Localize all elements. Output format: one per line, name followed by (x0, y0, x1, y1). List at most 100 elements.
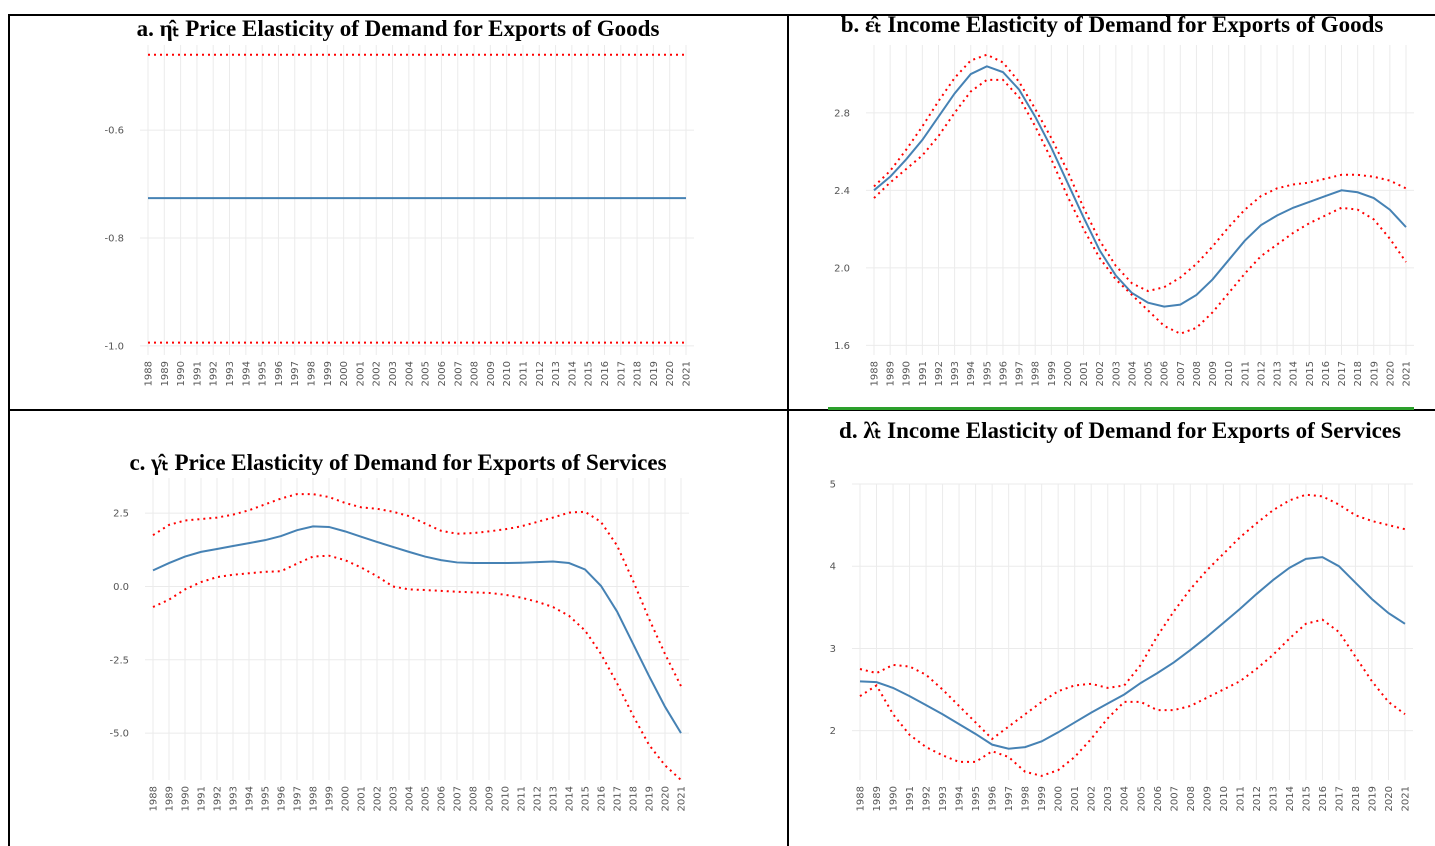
x-tick-label: 2015 (584, 361, 595, 386)
x-tick-label: 2017 (616, 361, 627, 386)
x-tick-label: 2015 (581, 786, 592, 811)
x-tick-label: 2019 (1369, 361, 1380, 386)
x-tick-label: 1990 (902, 361, 913, 386)
x-tick-label: 2012 (1256, 361, 1267, 386)
x-tick-label: 2014 (565, 786, 576, 811)
x-tick-label: 1989 (160, 361, 171, 386)
x-tick-label: 1995 (982, 361, 993, 386)
x-tick-label: 2013 (551, 361, 562, 386)
x-tick-label: 1996 (274, 361, 285, 386)
x-tick-label: 2007 (453, 786, 464, 811)
x-tick-label: 2000 (1063, 361, 1074, 386)
x-tick-label: 1993 (229, 786, 240, 811)
line-series (152, 554, 682, 781)
x-tick-label: 2018 (1351, 786, 1362, 811)
x-tick-label: 2005 (421, 361, 432, 386)
x-tick-label: 2001 (1079, 361, 1090, 386)
x-tick-label: 2015 (1301, 786, 1312, 811)
x-tick-label: 2003 (389, 786, 400, 811)
x-tick-label: 1991 (918, 361, 929, 386)
y-tick-label: 2.0 (834, 263, 850, 274)
table-border (8, 14, 1435, 16)
x-tick-label: 2017 (1337, 361, 1348, 386)
x-tick-label: 1990 (889, 786, 900, 811)
x-tick-label: 2000 (1054, 786, 1065, 811)
x-tick-label: 2005 (1136, 786, 1147, 811)
x-tick-label: 2017 (613, 786, 624, 811)
x-tick-label: 2019 (1367, 786, 1378, 811)
x-tick-label: 2011 (518, 361, 529, 386)
x-tick-label: 1997 (1015, 361, 1026, 386)
x-tick-label: 2011 (517, 786, 528, 811)
x-tick-label: 2019 (645, 786, 656, 811)
x-tick-label: 1992 (213, 786, 224, 811)
x-tick-label: 2020 (1384, 786, 1395, 811)
x-tick-label: 2001 (355, 361, 366, 386)
x-tick-label: 2014 (1285, 786, 1296, 811)
x-tick-label: 1994 (966, 361, 977, 386)
x-tick-label: 2012 (1252, 786, 1263, 811)
x-tick-label: 1988 (149, 786, 160, 811)
x-tick-label: 2012 (535, 361, 546, 386)
x-tick-label: 1995 (261, 786, 272, 811)
x-tick-label: 1997 (293, 786, 304, 811)
x-tick-label: 1988 (856, 786, 867, 811)
line-series (873, 65, 1407, 308)
x-tick-label: 2018 (629, 786, 640, 811)
table-border (787, 14, 789, 846)
x-tick-label: 2021 (677, 786, 688, 811)
x-tick-label: 2004 (1127, 361, 1138, 386)
x-tick-label: 1998 (1031, 361, 1042, 386)
y-tick-label: -0.6 (104, 126, 124, 137)
y-tick-label: 5 (830, 480, 836, 491)
chart-title: c. γ̂ₜ Price Elasticity of Demand for Ex… (129, 450, 667, 475)
y-tick-label: 3 (830, 644, 836, 655)
x-tick-label: 2010 (502, 361, 513, 386)
x-tick-label: 2011 (1240, 361, 1251, 386)
chart-title: a. η̂ₜ Price Elasticity of Demand for Ex… (136, 16, 660, 41)
x-tick-label: 2006 (437, 361, 448, 386)
x-tick-label: 2014 (567, 361, 578, 386)
x-tick-label: 1997 (1004, 786, 1015, 811)
x-tick-label: 1998 (1021, 786, 1032, 811)
x-tick-label: 2010 (501, 786, 512, 811)
x-tick-label: 2005 (421, 786, 432, 811)
x-tick-label: 1999 (323, 361, 334, 386)
line-series (859, 618, 1406, 777)
x-tick-label: 1994 (241, 361, 252, 386)
x-tick-label: 2012 (533, 786, 544, 811)
x-tick-label: 2000 (339, 361, 350, 386)
x-tick-label: 2009 (485, 786, 496, 811)
x-tick-label: 2007 (1169, 786, 1180, 811)
x-tick-label: 2008 (1192, 361, 1203, 386)
x-tick-label: 2009 (1208, 361, 1219, 386)
x-tick-label: 1991 (905, 786, 916, 811)
x-tick-label: 1994 (245, 786, 256, 811)
x-tick-label: 2017 (1334, 786, 1345, 811)
x-tick-label: 1994 (955, 786, 966, 811)
x-tick-label: 2016 (600, 361, 611, 386)
table-border (8, 409, 1435, 411)
x-tick-label: 1990 (181, 786, 192, 811)
x-tick-label: 1993 (225, 361, 236, 386)
table-border (8, 14, 10, 846)
x-tick-label: 2021 (1401, 786, 1412, 811)
x-tick-label: 1995 (258, 361, 269, 386)
x-tick-label: 2020 (665, 361, 676, 386)
x-tick-label: 2006 (1160, 361, 1171, 386)
y-tick-label: 1.6 (834, 341, 850, 352)
x-tick-label: 1991 (197, 786, 208, 811)
x-tick-label: 2000 (341, 786, 352, 811)
line-series (873, 53, 1407, 293)
y-tick-label: -2.5 (109, 655, 129, 666)
x-tick-label: 2003 (1111, 361, 1122, 386)
x-tick-label: 2016 (1318, 786, 1329, 811)
x-tick-label: 1996 (277, 786, 288, 811)
x-tick-label: 2002 (373, 786, 384, 811)
x-tick-label: 2002 (372, 361, 383, 386)
x-tick-label: 1992 (209, 361, 220, 386)
x-tick-label: 2003 (1103, 786, 1114, 811)
x-tick-label: 2021 (1402, 361, 1413, 386)
